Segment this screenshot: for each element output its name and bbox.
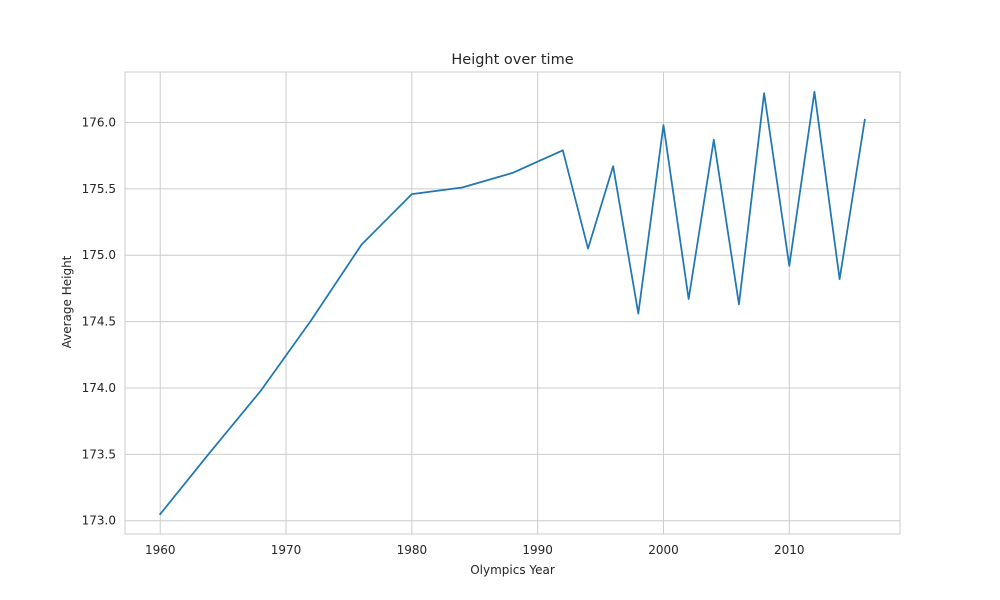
y-tick-label: 175.5 [82, 182, 116, 196]
grid-lines [125, 72, 900, 534]
y-axis: 173.0 173.5 174.0 174.5 175.0 175.5 176.0 [82, 115, 116, 527]
x-tick-label: 1960 [145, 543, 176, 557]
y-tick-label: 173.0 [82, 514, 116, 528]
x-axis: 1960 1970 1980 1990 2000 2010 [145, 543, 805, 557]
series-line [158, 91, 866, 516]
y-tick-label: 175.0 [82, 248, 116, 262]
y-tick-label: 174.0 [82, 381, 116, 395]
y-tick-label: 173.5 [82, 447, 116, 461]
x-tick-label: 1990 [522, 543, 553, 557]
chart-title: Height over time [451, 52, 573, 68]
x-tick-label: 1980 [397, 543, 428, 557]
plot-frame [124, 71, 901, 535]
x-tick-label: 2010 [774, 543, 805, 557]
y-tick-label: 174.5 [82, 315, 116, 329]
y-tick-label: 176.0 [82, 115, 116, 129]
x-tick-label: 2000 [648, 543, 679, 557]
x-tick-label: 1970 [271, 543, 302, 557]
x-axis-label: Olympics Year [470, 563, 555, 577]
y-axis-label: Average Height [60, 255, 74, 348]
series-group [158, 91, 866, 516]
